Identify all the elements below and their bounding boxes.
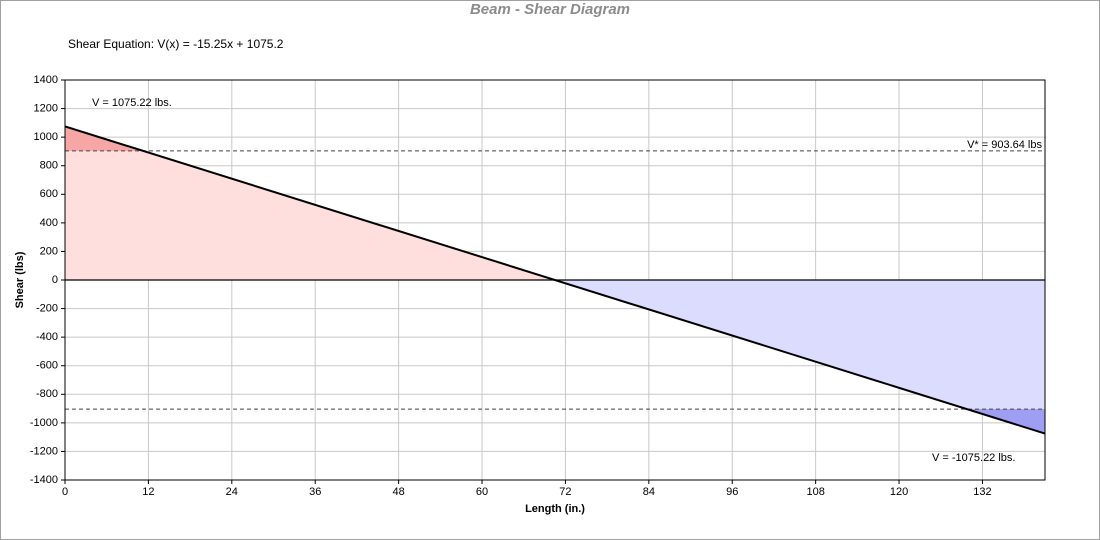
x-tick-label: 108 [806,486,824,498]
y-tick-label: 1200 [34,102,58,114]
y-axis-label: Shear (lbs) [14,251,26,308]
x-tick-label: 48 [392,486,404,498]
x-tick-label: 120 [890,486,908,498]
x-axis-label: Length (in.) [525,503,585,515]
area [65,280,1045,434]
y-tick-label: -1400 [30,474,58,486]
x-tick-label: 0 [62,486,68,498]
x-tick-label: 36 [309,486,321,498]
annotation: V* = 903.64 lbs [967,139,1042,151]
y-tick-label: 1000 [34,131,58,143]
y-tick-label: 1400 [34,74,58,86]
y-tick-label: 600 [40,188,58,200]
y-tick-label: 800 [40,160,58,172]
area [65,126,1045,280]
annotation: V = 1075.22 lbs. [92,97,172,109]
y-tick-label: -1200 [30,445,58,457]
chart-title: Beam - Shear Diagram [470,1,630,18]
y-tick-label: 400 [40,217,58,229]
y-tick-label: -800 [36,388,58,400]
shear-line [64,125,1046,435]
plot [64,79,1046,481]
x-tick-label: 96 [726,486,738,498]
x-tick-label: 84 [643,486,655,498]
x-tick-label: 60 [476,486,488,498]
y-tick-label: -1000 [30,417,58,429]
area [966,409,1045,434]
y-tick-label: -400 [36,331,58,343]
annotation: V = -1075.22 lbs. [932,452,1015,464]
y-tick-label: 0 [52,274,58,286]
subtitle: Shear Equation: V(x) = -15.25x + 1075.2 [68,37,284,51]
x-tick-label: 24 [226,486,238,498]
y-tick-label: -200 [36,302,58,314]
plot-border [64,79,1046,481]
x-tick-label: 72 [559,486,571,498]
x-tick-label: 12 [142,486,154,498]
y-tick-label: -600 [36,360,58,372]
x-tick-label: 132 [973,486,991,498]
area [65,126,144,151]
y-tick-label: 200 [40,245,58,257]
